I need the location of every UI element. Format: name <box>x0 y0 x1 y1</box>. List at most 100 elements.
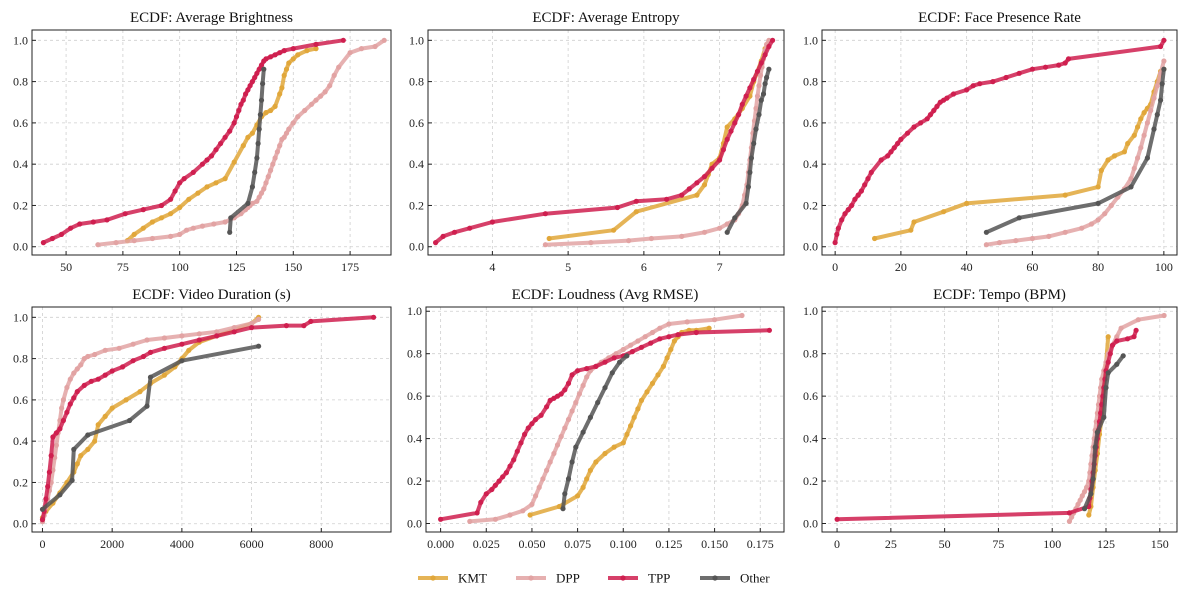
chart-1-dpp-point <box>95 242 101 248</box>
chart-6-grid <box>822 307 1177 532</box>
chart-4-dpp-point <box>74 366 80 372</box>
chart-2-other-point <box>743 200 749 206</box>
chart-4-kmt-point <box>186 347 192 353</box>
chart-4-dpp-point <box>92 351 98 358</box>
chart-1-tpp-point <box>218 140 224 147</box>
chart-2-tpp-point <box>440 233 446 239</box>
chart-1-tpp-point <box>254 70 260 76</box>
chart-5-dpp-point <box>520 508 526 514</box>
legend-tpp-label: TPP <box>648 571 670 586</box>
chart-1-other-point <box>245 200 251 206</box>
chart-1-kmt-point <box>149 219 155 225</box>
chart-1-xtick-label: 150 <box>284 260 302 274</box>
chart-4-xtick-label: 4000 <box>170 537 194 551</box>
chart-1-dpp-point <box>308 101 315 107</box>
chart-5-tpp-point <box>648 340 654 346</box>
chart-5-tpp-point <box>503 470 509 476</box>
chart-3-tpp-point <box>845 207 851 213</box>
legend-dpp-label: DPP <box>556 571 580 586</box>
chart-5-tpp-point <box>693 329 699 336</box>
chart-2-tpp-point <box>694 180 700 186</box>
chart-5-xtick-label: 0.075 <box>564 537 591 551</box>
chart-5-tpp-point <box>766 327 773 333</box>
chart-3-tpp-point <box>964 87 970 93</box>
chart-5-tpp-point <box>565 380 572 386</box>
chart-5-dpp-point <box>580 382 586 389</box>
chart-3: 0 20 40 60 80 100 0.0 0.2 0.4 0.6 0.8 1.0 ECDF: Face… <box>803 10 1178 274</box>
chart-5-kmt-point <box>706 325 712 331</box>
chart-3-tpp-point <box>911 124 917 130</box>
chart-3-kmt-point <box>1135 124 1141 130</box>
chart-1-dpp-point <box>318 93 324 99</box>
chart-2-tpp-point <box>451 229 458 235</box>
legend-entry-dpp: DPP <box>516 571 580 586</box>
chart-1-frame <box>31 29 392 256</box>
chart-2-tpp-point <box>743 93 749 99</box>
chart-5-ytick-label: 0.0 <box>407 517 422 531</box>
chart-6-tpp-point <box>1107 351 1113 357</box>
chart-1-dpp-point <box>177 231 183 237</box>
chart-3-kmt-point <box>1131 132 1137 138</box>
chart-4-tpp-point <box>43 496 49 502</box>
chart-3-ytick-label: 1.0 <box>803 33 818 47</box>
chart-1-tpp-point <box>158 202 165 209</box>
chart-2-ytick-label: 0.2 <box>409 198 424 212</box>
chart-4-tpp-point <box>88 378 94 384</box>
chart-5-tpp-point <box>638 344 645 350</box>
chart-1-other-point <box>257 112 263 118</box>
chart-3-ytick-label: 0.6 <box>803 116 818 130</box>
legend-entry-kmt: KMT <box>418 571 487 586</box>
chart-1-tpp-point <box>172 188 178 194</box>
chart-3-tpp-point <box>1042 64 1049 70</box>
chart-1-kmt-point <box>286 60 292 66</box>
chart-3-other-point <box>1016 215 1022 221</box>
chart-1-dpp-point <box>270 161 276 167</box>
chart-6-dpp-point <box>1084 484 1090 490</box>
chart-1-tpp-point <box>256 66 262 72</box>
chart-5-tpp-point <box>438 516 444 522</box>
chart-5-dpp-point <box>565 416 572 423</box>
chart-4-tpp-point <box>48 453 54 459</box>
chart-6-ytick-label: 0.2 <box>803 474 818 488</box>
chart-5-kmt-point <box>631 414 637 420</box>
chart-4-dpp-point <box>214 329 220 335</box>
chart-2-kmt-point <box>546 235 552 242</box>
chart-4-dpp-point <box>60 397 66 403</box>
chart-4-tpp-point <box>214 333 220 339</box>
chart-1-tpp-point <box>252 74 258 81</box>
chart-1-tpp-point <box>258 62 265 68</box>
chart-4-tpp-point <box>231 329 237 335</box>
chart-1-tpp-point <box>68 225 74 231</box>
chart-1-dpp-point <box>274 149 280 155</box>
chart-1-kmt-point <box>158 215 165 221</box>
chart-2-other-point <box>732 215 738 221</box>
chart-1-ytick-label: 0.6 <box>13 116 28 130</box>
chart-4-dpp-point <box>144 337 150 343</box>
chart-1-dpp-point <box>286 126 292 132</box>
chart-1-title: ECDF: Average Brightness <box>130 10 293 26</box>
chart-3-other-point <box>1151 126 1157 132</box>
chart-1-dpp-point <box>222 219 228 225</box>
chart-1-tpp-point <box>213 147 219 153</box>
chart-3-tpp-point <box>904 130 911 136</box>
chart-4-kmt-point <box>161 372 167 378</box>
chart-4-tpp-point <box>109 368 115 374</box>
chart-4-tpp-point <box>60 417 66 424</box>
chart-6-kmt-point <box>1086 512 1092 518</box>
chart-2-tpp-point <box>770 37 776 43</box>
chart-1-dpp-point <box>290 120 296 126</box>
chart-2-tpp-point <box>724 136 730 142</box>
chart-3-tpp-point <box>1003 74 1009 81</box>
chart-6-ytick-label: 0.6 <box>803 389 818 403</box>
chart-6-tpp-point <box>834 516 840 522</box>
chart-5-tpp-point <box>492 482 498 488</box>
chart-5-dpp-point <box>554 442 561 448</box>
chart-2-series-tpp <box>433 37 776 246</box>
chart-2-other-point <box>762 81 768 87</box>
chart-4-other-point <box>39 506 46 512</box>
chart-1-tpp-point <box>247 83 253 89</box>
chart-1-dpp-point <box>256 194 262 200</box>
chart-5-dpp-point <box>569 408 575 414</box>
chart-5-dpp-point <box>547 459 553 465</box>
chart-2-kmt-point <box>633 209 639 215</box>
